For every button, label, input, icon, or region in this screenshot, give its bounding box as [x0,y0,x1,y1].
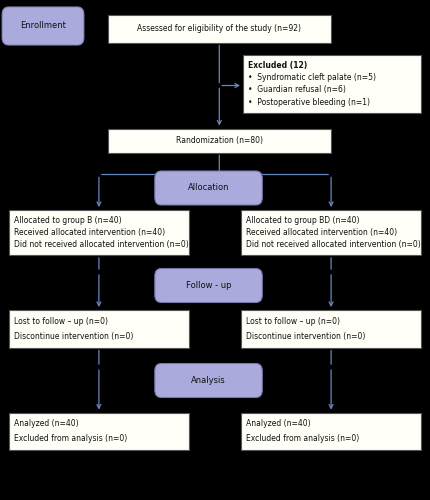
FancyBboxPatch shape [9,412,189,450]
FancyBboxPatch shape [155,268,262,302]
FancyBboxPatch shape [241,412,421,450]
FancyBboxPatch shape [241,210,421,255]
Text: •  Syndromatic cleft palate (n=5): • Syndromatic cleft palate (n=5) [248,73,376,82]
FancyBboxPatch shape [2,7,84,45]
Text: Allocated to group BD (n=40): Allocated to group BD (n=40) [246,216,359,224]
Text: Assessed for eligibility of the study (n=92): Assessed for eligibility of the study (n… [137,24,301,33]
Text: Discontinue intervention (n=0): Discontinue intervention (n=0) [246,332,366,340]
Text: Excluded from analysis (n=0): Excluded from analysis (n=0) [14,434,127,443]
Text: Excluded (12): Excluded (12) [248,60,307,70]
FancyBboxPatch shape [108,15,331,42]
Text: Analyzed (n=40): Analyzed (n=40) [14,420,78,428]
Text: Did not received allocated intervention (n=0): Did not received allocated intervention … [14,240,188,250]
Text: Lost to follow – up (n=0): Lost to follow – up (n=0) [246,317,340,326]
Text: Follow - up: Follow - up [186,281,231,290]
Text: Lost to follow – up (n=0): Lost to follow – up (n=0) [14,317,108,326]
Text: Discontinue intervention (n=0): Discontinue intervention (n=0) [14,332,133,340]
Text: •  Guardian refusal (n=6): • Guardian refusal (n=6) [248,86,346,94]
Text: Excluded from analysis (n=0): Excluded from analysis (n=0) [246,434,359,443]
FancyBboxPatch shape [9,310,189,348]
Text: •  Postoperative bleeding (n=1): • Postoperative bleeding (n=1) [248,98,370,107]
FancyBboxPatch shape [155,364,262,398]
Text: Received allocated intervention (n=40): Received allocated intervention (n=40) [14,228,165,237]
FancyBboxPatch shape [241,310,421,348]
Text: Randomization (n=80): Randomization (n=80) [176,136,263,145]
Text: Received allocated intervention (n=40): Received allocated intervention (n=40) [246,228,397,237]
Text: Analysis: Analysis [191,376,226,385]
FancyBboxPatch shape [9,210,189,255]
Text: Allocated to group B (n=40): Allocated to group B (n=40) [14,216,121,224]
Text: Did not received allocated intervention (n=0): Did not received allocated intervention … [246,240,421,250]
Text: Enrollment: Enrollment [20,22,66,30]
Text: Allocation: Allocation [188,184,229,192]
Text: Analyzed (n=40): Analyzed (n=40) [246,420,310,428]
FancyBboxPatch shape [108,128,331,152]
FancyBboxPatch shape [155,171,262,205]
FancyBboxPatch shape [243,55,421,112]
